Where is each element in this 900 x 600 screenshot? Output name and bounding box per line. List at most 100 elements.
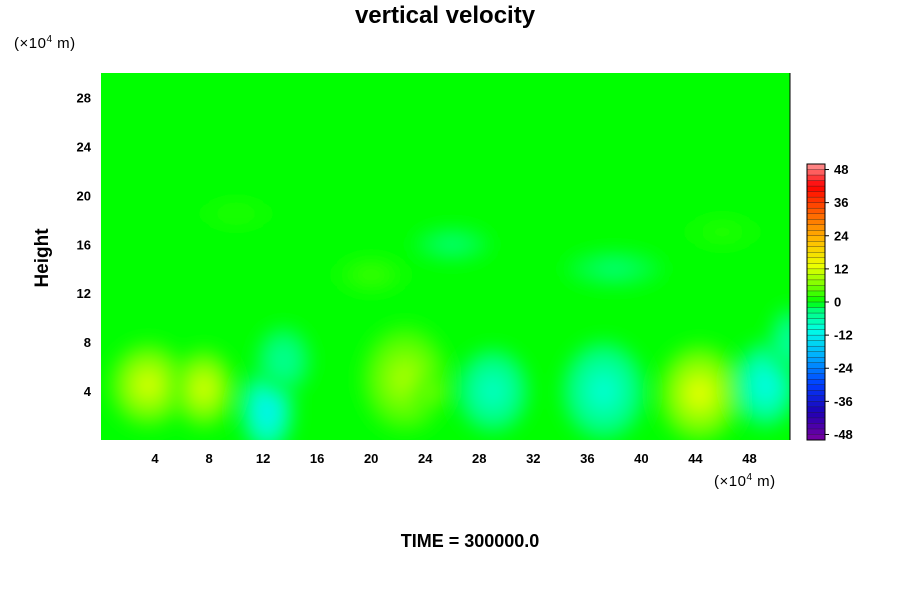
field-feature xyxy=(426,388,435,396)
colorbar-level xyxy=(806,423,826,430)
field-feature xyxy=(690,383,709,404)
colorbar-level xyxy=(806,390,826,397)
field-feature xyxy=(714,228,731,236)
colorbar-level xyxy=(806,246,826,253)
colorbar-tick-label: -36 xyxy=(834,394,853,409)
y-tick-label: 12 xyxy=(77,286,91,301)
x-tick-label: 20 xyxy=(364,451,378,466)
colorbar-level xyxy=(806,263,826,270)
field-feature xyxy=(197,380,211,397)
colorbar-level xyxy=(806,191,826,198)
colorbar-level xyxy=(806,196,826,204)
field-feature xyxy=(443,240,461,248)
colorbar: 48 36 24 12 0 -12 -24 -36 -48 xyxy=(806,162,854,442)
x-tick-label: 24 xyxy=(418,451,433,466)
field-feature xyxy=(261,401,273,420)
colorbar-tick-label: -12 xyxy=(834,328,853,343)
chart-title: vertical velocity xyxy=(354,2,536,29)
colorbar-level xyxy=(806,379,826,386)
colorbar-tick-label: 48 xyxy=(834,162,848,177)
x-tick-label: 48 xyxy=(742,451,756,466)
colorbar-level xyxy=(806,412,826,419)
time-label: TIME = 300000.0 xyxy=(400,531,540,551)
colorbar-level xyxy=(806,235,826,242)
colorbar-level xyxy=(806,334,826,342)
colorbar-level xyxy=(806,230,826,237)
colorbar-level xyxy=(806,252,826,259)
field-feature xyxy=(277,353,290,368)
colorbar-level xyxy=(806,185,826,193)
colorbar-level xyxy=(806,213,826,220)
colorbar-level xyxy=(806,417,826,424)
velocity-field xyxy=(101,73,790,440)
field-feature xyxy=(485,382,501,400)
colorbar-level xyxy=(806,362,826,369)
colorbar-level xyxy=(806,274,826,281)
colorbar-level xyxy=(806,257,826,264)
field-feature xyxy=(363,270,380,279)
x-tick-label: 44 xyxy=(688,451,703,466)
y-axis-unit: (×104 m) xyxy=(14,34,76,52)
x-tick-label: 8 xyxy=(205,451,212,466)
colorbar-level xyxy=(806,351,826,358)
y-tick-label: 4 xyxy=(84,384,92,399)
colorbar-level xyxy=(806,219,826,226)
y-tick-label: 24 xyxy=(77,139,92,154)
colorbar-level xyxy=(806,301,826,308)
field-blobs xyxy=(107,199,790,440)
y-tick-label: 28 xyxy=(77,90,91,105)
colorbar-level xyxy=(806,373,826,380)
colorbar-level xyxy=(806,323,826,331)
x-tick-label: 12 xyxy=(256,451,270,466)
colorbar-level xyxy=(806,207,826,215)
field-feature xyxy=(594,380,613,402)
colorbar-tick-label: 12 xyxy=(834,261,848,276)
field-feature xyxy=(395,367,415,391)
colorbar-level xyxy=(806,268,826,275)
colorbar-level xyxy=(806,329,826,336)
colorbar-level xyxy=(806,428,826,435)
colorbar-level xyxy=(806,285,826,292)
colorbar-level xyxy=(806,174,826,182)
colorbar-tick-label: -48 xyxy=(834,427,853,442)
colorbar-level xyxy=(806,401,826,408)
colorbar-tick-label: 24 xyxy=(834,228,849,243)
x-tick-label: 32 xyxy=(526,451,540,466)
colorbar-level xyxy=(806,290,826,297)
x-tick-label: 28 xyxy=(472,451,486,466)
colorbar-level xyxy=(806,279,826,286)
colorbar-level xyxy=(806,312,826,320)
colorbar-level xyxy=(806,357,826,364)
x-tick-label: 16 xyxy=(310,451,324,466)
colorbar-level xyxy=(806,169,826,176)
colorbar-level xyxy=(806,384,826,391)
colorbar-tick-label: 0 xyxy=(834,295,841,310)
colorbar-level xyxy=(806,180,826,187)
y-tick-label: 16 xyxy=(77,237,91,252)
field-feature xyxy=(785,334,790,350)
x-tick-label: 36 xyxy=(580,451,594,466)
field-feature xyxy=(759,376,773,394)
colorbar-level xyxy=(806,395,826,402)
colorbar-level xyxy=(806,307,826,314)
colorbar-level xyxy=(806,241,826,248)
colorbar-level xyxy=(806,318,826,325)
colorbar-level xyxy=(806,163,826,170)
colorbar-level xyxy=(806,224,826,231)
colorbar-tick-label: -24 xyxy=(834,361,854,376)
x-axis-unit: (×104 m) xyxy=(714,472,776,490)
colorbar-level xyxy=(806,406,826,413)
colorbar-level xyxy=(806,340,826,347)
colorbar-level xyxy=(806,202,826,209)
colorbar-level xyxy=(806,434,826,441)
colorbar-level xyxy=(806,368,826,375)
field-feature xyxy=(227,210,245,217)
colorbar-level xyxy=(806,345,826,353)
field-feature xyxy=(603,264,626,273)
field-feature xyxy=(140,376,157,394)
colorbar-tick-label: 36 xyxy=(834,195,848,210)
y-tick-label: 8 xyxy=(84,335,91,350)
colorbar-level xyxy=(806,296,826,303)
